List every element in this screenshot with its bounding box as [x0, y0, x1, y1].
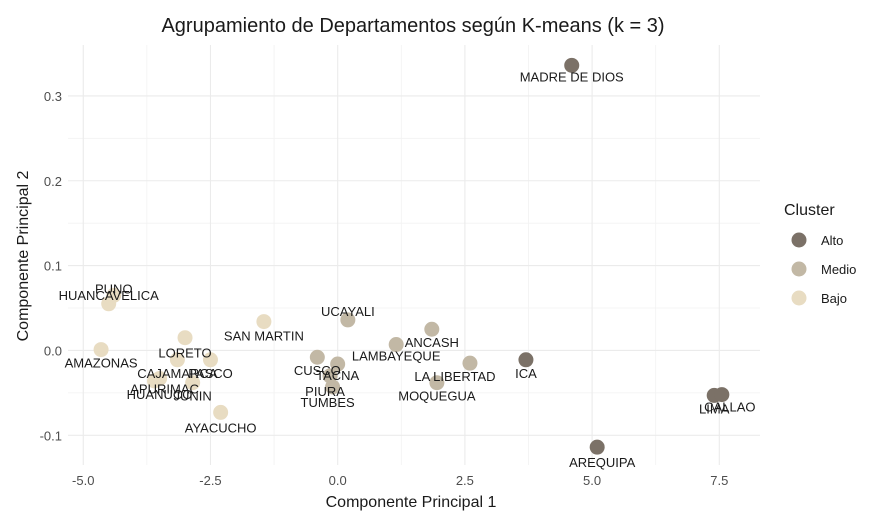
data-point: [424, 321, 440, 337]
point-label: PASCO: [188, 366, 233, 381]
data-point: [169, 352, 185, 368]
x-tick-label: 2.5: [456, 473, 474, 488]
x-tick-label: 5.0: [583, 473, 601, 488]
data-point: [462, 355, 478, 371]
point-label: MADRE DE DIOS: [520, 69, 624, 84]
point-label: PUNO: [95, 281, 133, 296]
point-label: SAN MARTIN: [224, 329, 304, 344]
data-point: [564, 57, 580, 73]
point-label: LAMBAYEQUE: [352, 349, 441, 364]
legend-key: [791, 232, 807, 248]
point-label: AREQUIPA: [569, 455, 636, 470]
legend-key: [791, 290, 807, 306]
data-point: [256, 314, 272, 330]
y-tick-label: 0.0: [44, 343, 62, 358]
legend-key: [791, 261, 807, 277]
data-points: [93, 57, 730, 455]
data-point: [589, 439, 605, 455]
point-label: CUSCO: [294, 363, 341, 378]
data-point: [202, 352, 218, 368]
data-point: [330, 356, 346, 372]
y-tick-label: 0.3: [44, 89, 62, 104]
point-label: HUANCAVELICA: [59, 288, 160, 303]
x-tick-label: -2.5: [199, 473, 221, 488]
y-axis-ticks: -0.1 0.0 0.1 0.2 0.3: [40, 89, 62, 443]
data-point: [388, 337, 404, 353]
x-tick-label: 0.0: [329, 473, 347, 488]
data-point: [213, 404, 229, 420]
point-label: MOQUEGUA: [398, 389, 476, 404]
legend-label: Medio: [821, 262, 856, 277]
x-axis-title: Componente Principal 1: [326, 494, 497, 511]
data-point: [340, 312, 356, 328]
point-label: AMAZONAS: [65, 356, 138, 371]
data-point: [714, 387, 730, 403]
point-label: ICA: [515, 366, 537, 381]
point-label: APURIMAC: [130, 381, 199, 396]
y-tick-label: 0.1: [44, 259, 62, 274]
legend-label: Alto: [821, 233, 843, 248]
point-label: PIURA: [305, 384, 345, 399]
data-point: [185, 375, 201, 391]
y-tick-label: -0.1: [40, 428, 62, 443]
data-point: [101, 296, 117, 312]
legend: Cluster Alto Medio Bajo: [784, 202, 856, 306]
data-point: [518, 352, 534, 368]
y-tick-label: 0.2: [44, 174, 62, 189]
legend-label: Bajo: [821, 291, 847, 306]
data-point: [325, 379, 341, 395]
data-point: [93, 342, 109, 358]
point-label: JUNIN: [174, 389, 212, 404]
data-point: [177, 330, 193, 346]
point-label: AYACUCHO: [185, 420, 257, 435]
point-label: HUANUCO: [127, 387, 193, 402]
x-axis-ticks: -5.0 -2.5 0.0 2.5 5.0 7.5: [72, 473, 728, 488]
chart-title: Agrupamiento de Departamentos según K-me…: [161, 15, 664, 37]
point-label: ANCASH: [405, 335, 459, 350]
y-axis-title: Componente Principal 2: [15, 171, 32, 342]
data-point: [147, 373, 162, 389]
legend-title: Cluster: [784, 202, 835, 219]
data-point: [309, 349, 325, 365]
point-label: UCAYALI: [321, 304, 375, 319]
point-label: TUMBES: [301, 395, 356, 410]
point-label: LA LIBERTAD: [414, 369, 495, 384]
grid-lines: [68, 45, 760, 465]
x-tick-label: 7.5: [710, 473, 728, 488]
point-label: LORETO: [158, 346, 211, 361]
point-label: LIMA: [699, 401, 730, 416]
data-point: [429, 375, 445, 391]
point-label: TACNA: [316, 368, 359, 383]
x-tick-label: -5.0: [72, 473, 94, 488]
point-label: CALLAO: [704, 400, 755, 415]
point-label: CAJAMARCA: [137, 366, 218, 381]
